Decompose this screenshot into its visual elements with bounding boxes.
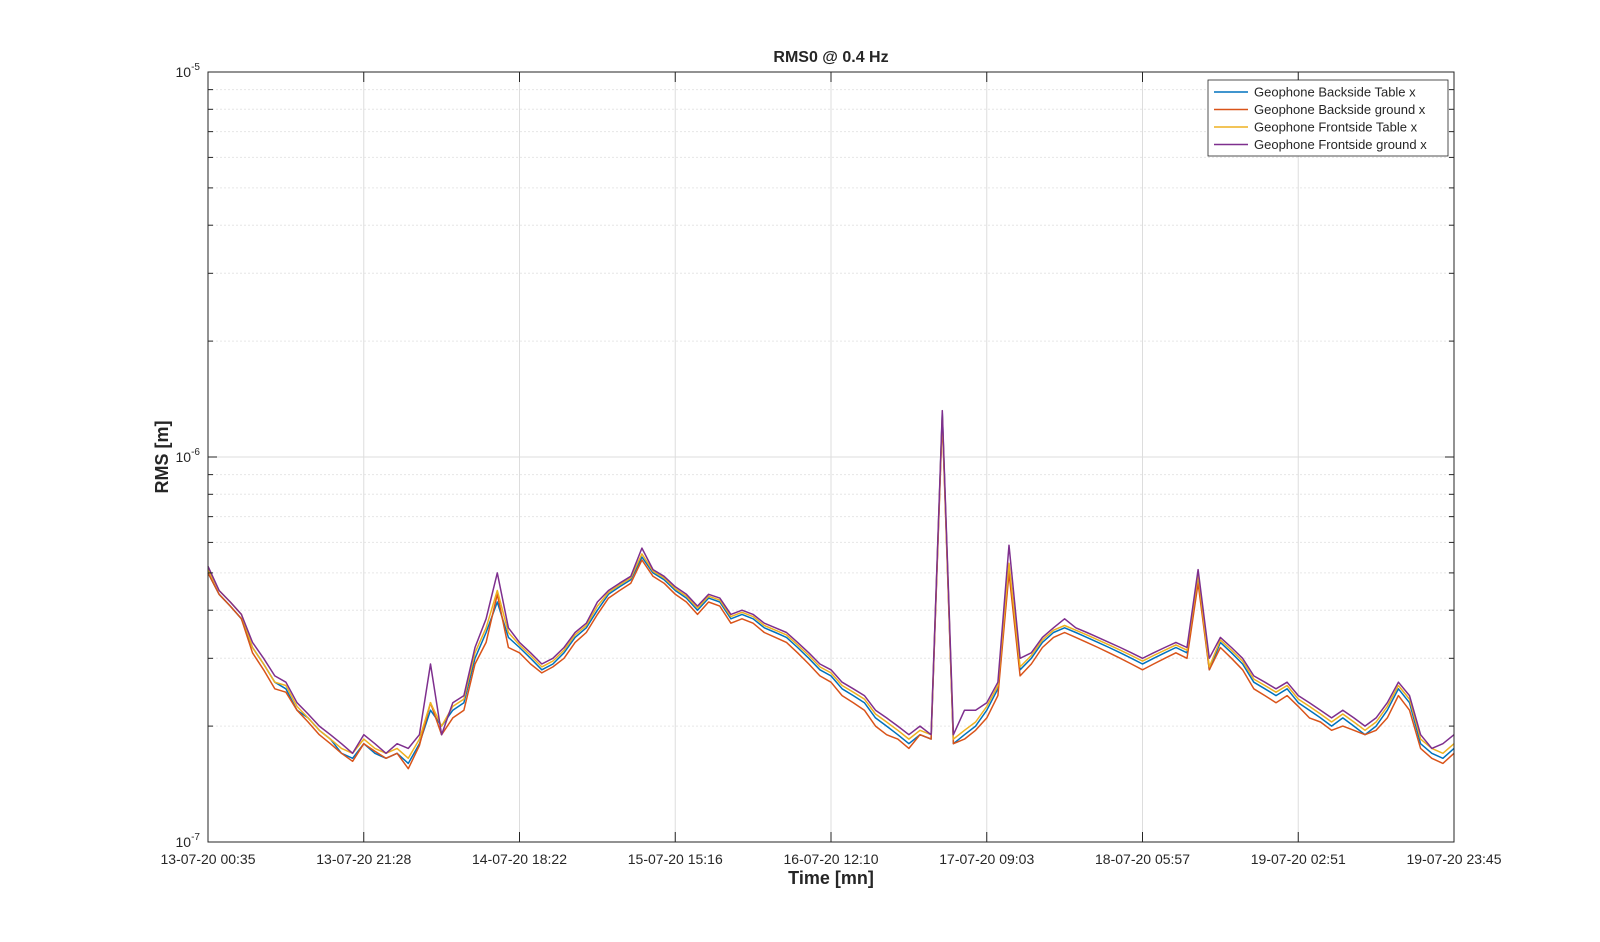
x-tick-label: 19-07-20 02:51 [1251,851,1346,867]
series-layer [207,409,1455,770]
x-tick-label: 16-07-20 12:10 [784,851,879,867]
chart-title: RMS0 @ 0.4 Hz [773,49,888,66]
legend-label: Geophone Backside Table x [1254,85,1416,100]
legend: Geophone Backside Table x Geophone Backsi… [1207,79,1449,157]
x-tick-label: 14-07-20 18:22 [472,851,567,867]
x-tick-label: 15-07-20 15:16 [628,851,723,867]
legend-label: Geophone Frontside Table x [1254,120,1418,135]
series-line-4 [207,409,1455,755]
x-tick-label: 13-07-20 00:35 [161,851,256,867]
y-axis-title: RMS [m] [152,421,172,494]
legend-label: Geophone Backside ground x [1254,102,1426,117]
y-tick-labels: 10-7 10-6 10-5 [176,62,201,850]
x-tick-label: 18-07-20 05:57 [1095,851,1190,867]
grid [208,72,1454,842]
x-axis-title: Time [mn] [788,868,874,888]
y-tick-label: 10-7 [176,832,201,850]
ticks [207,72,1455,842]
x-tick-label: 17-07-20 09:03 [939,851,1034,867]
y-tick-label: 10-5 [176,62,201,80]
x-tick-label: 13-07-20 21:28 [316,851,411,867]
x-tick-labels: 13-07-20 00:35 13-07-20 21:28 14-07-20 18:… [161,851,1502,867]
series-line-3 [207,414,1455,760]
series-line-2 [207,418,1455,770]
series-line-1 [207,412,1455,765]
y-tick-label: 10-6 [176,447,201,465]
legend-label: Geophone Frontside ground x [1254,137,1427,152]
x-tick-label: 19-07-20 23:45 [1407,851,1502,867]
